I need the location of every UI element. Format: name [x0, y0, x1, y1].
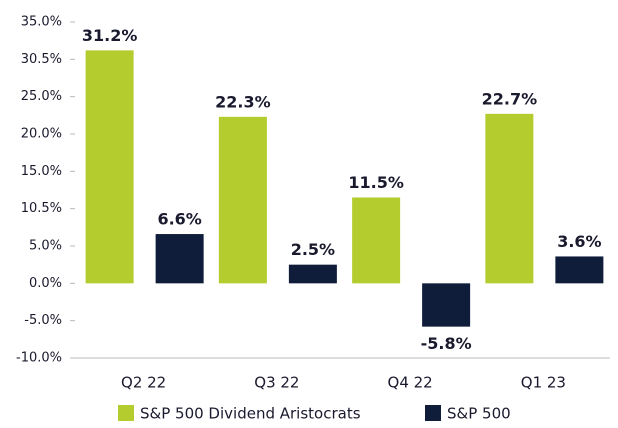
bar: [555, 256, 604, 284]
x-tick-label: Q4 22: [388, 374, 433, 392]
value-label: 11.5%: [348, 173, 404, 192]
legend-label: S&P 500: [447, 405, 511, 423]
legend-swatch: [425, 405, 441, 421]
x-tick-label: Q3 22: [254, 374, 299, 392]
x-tick-label: Q2 22: [121, 374, 166, 392]
y-tick-label: 30.5%: [21, 52, 62, 67]
bar: [85, 50, 134, 284]
value-label: 2.5%: [291, 240, 335, 259]
y-tick-label: 20.0%: [21, 127, 62, 142]
y-tick-label: 5.0%: [29, 239, 62, 254]
bar: [485, 113, 534, 284]
value-label: -5.8%: [421, 334, 472, 353]
y-tick-label: 15.0%: [21, 164, 62, 179]
y-tick-label: 10.5%: [21, 201, 62, 216]
value-label: 3.6%: [557, 232, 601, 251]
bar: [352, 197, 401, 284]
y-tick-label: -10.0%: [16, 351, 62, 366]
bar: [155, 234, 204, 284]
value-label: 22.7%: [482, 89, 538, 108]
value-label: 22.3%: [215, 92, 271, 111]
value-label: 6.6%: [157, 210, 201, 229]
y-tick-label: 0.0%: [29, 276, 62, 291]
y-tick-label: -5.0%: [24, 313, 62, 328]
y-tick-label: 25.0%: [21, 89, 62, 104]
legend-label: S&P 500 Dividend Aristocrats: [140, 405, 361, 423]
y-tick-label: 35.0%: [21, 15, 62, 30]
legend-swatch: [118, 405, 134, 421]
bar: [422, 283, 471, 327]
bar: [288, 264, 337, 284]
x-tick-label: Q1 23: [521, 374, 566, 392]
value-label: 31.2%: [82, 26, 138, 45]
bar: [218, 116, 267, 284]
